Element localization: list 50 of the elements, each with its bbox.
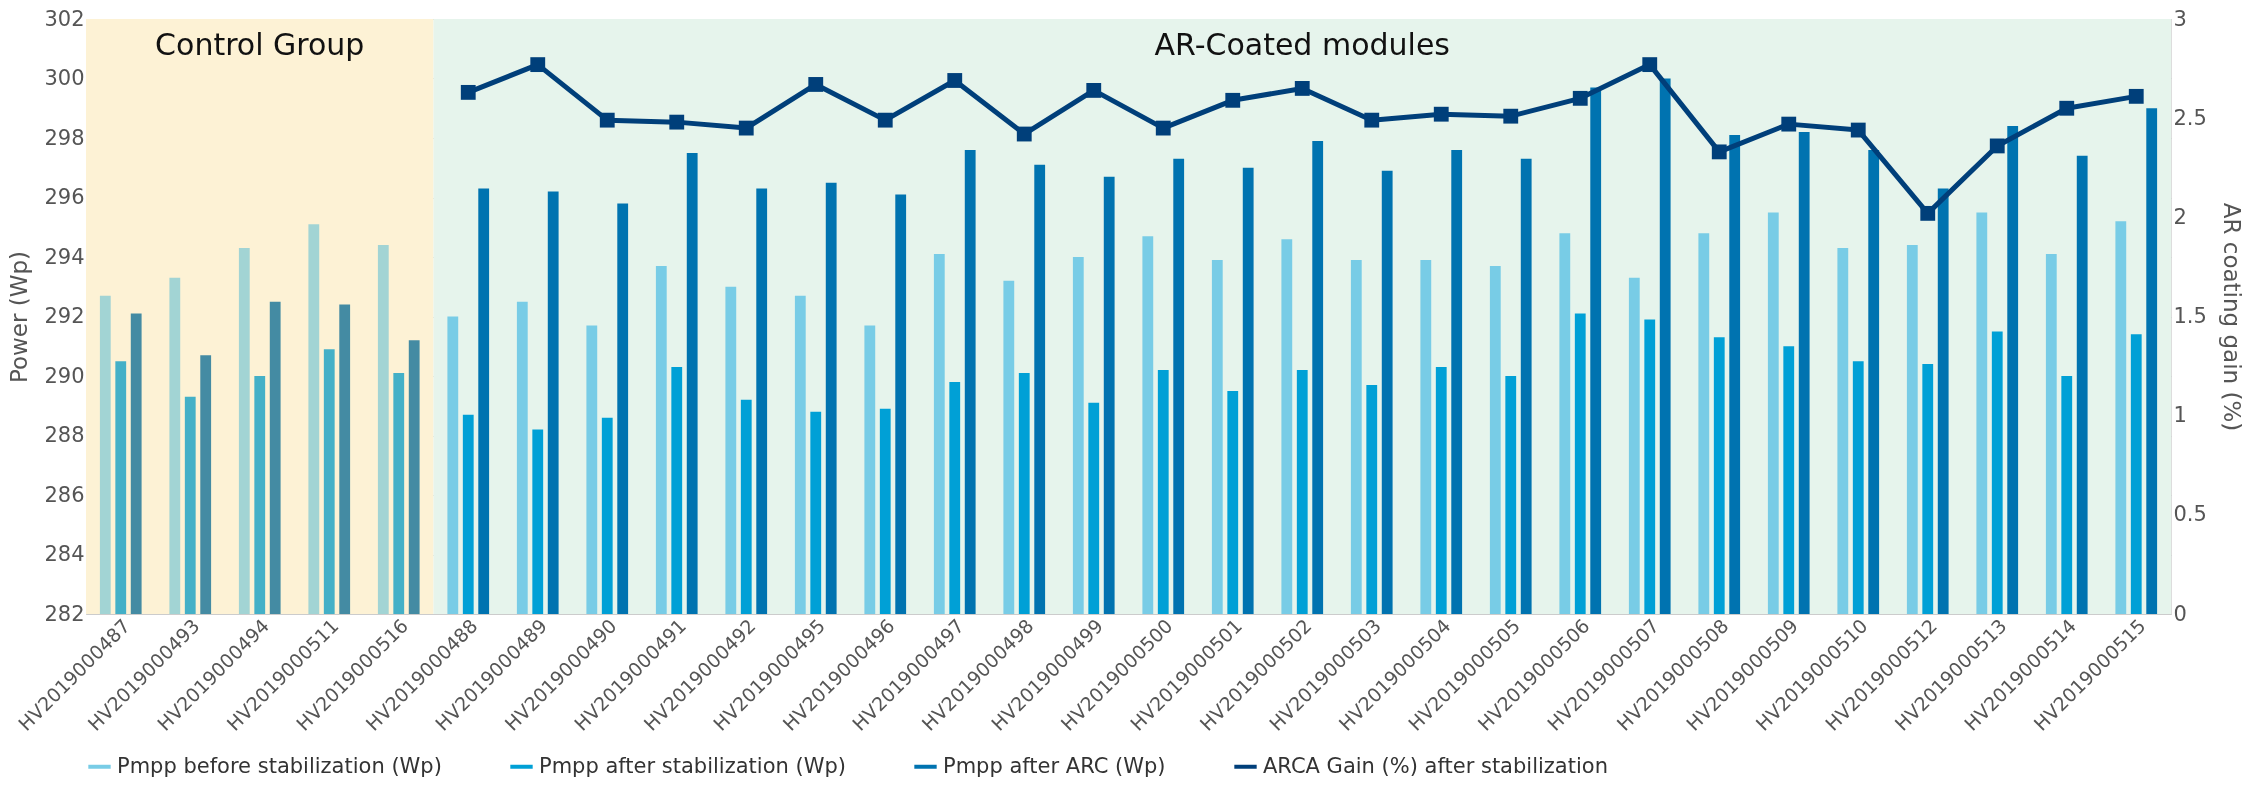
y2-tick-label: 1 bbox=[2173, 403, 2187, 428]
point bbox=[1920, 205, 1936, 221]
y2-tick-label: 2.5 bbox=[2173, 105, 2207, 130]
point bbox=[2059, 100, 2075, 116]
point bbox=[1364, 112, 1380, 128]
legend-label: Pmpp after ARC (Wp) bbox=[943, 753, 1166, 778]
point bbox=[877, 112, 893, 128]
point bbox=[1711, 144, 1727, 160]
y2-tick-label: 2 bbox=[2173, 204, 2187, 229]
y-tick-label: 294 bbox=[44, 244, 85, 269]
point bbox=[599, 112, 615, 128]
y-tick-label: 298 bbox=[44, 125, 85, 150]
y2-tick-label: 1.5 bbox=[2173, 304, 2207, 328]
y-tick-label: 286 bbox=[44, 482, 85, 507]
band-label: Control Group bbox=[155, 27, 365, 62]
point bbox=[460, 84, 476, 100]
point bbox=[2128, 88, 2144, 104]
point bbox=[530, 57, 546, 73]
y-tick-label: 302 bbox=[44, 6, 85, 31]
y-axis-title: Power (Wp) bbox=[6, 250, 33, 384]
legend-label: Pmpp before stabilization (Wp) bbox=[117, 753, 442, 778]
legend-label: Pmpp after stabilization (Wp) bbox=[539, 753, 846, 778]
point bbox=[1503, 108, 1519, 124]
y-tick-label: 292 bbox=[44, 304, 85, 328]
point bbox=[947, 73, 963, 88]
point bbox=[808, 77, 824, 92]
y-tick-label: 284 bbox=[44, 542, 85, 566]
point bbox=[1781, 116, 1797, 132]
point bbox=[1989, 138, 2005, 154]
y-tick-label: 290 bbox=[44, 363, 85, 388]
point bbox=[1572, 90, 1588, 106]
point bbox=[1225, 92, 1241, 108]
y2-tick-label: 0 bbox=[2173, 601, 2187, 626]
legend-label: ARCA Gain (%) after stabilization bbox=[1263, 753, 1608, 778]
point bbox=[738, 120, 754, 136]
point bbox=[1016, 126, 1032, 142]
y-tick-label: 288 bbox=[44, 423, 85, 447]
point bbox=[1294, 81, 1310, 96]
y-tick-label: 296 bbox=[44, 185, 85, 209]
point bbox=[1086, 82, 1102, 98]
y-tick-label: 300 bbox=[44, 66, 85, 90]
point bbox=[1642, 57, 1658, 73]
point bbox=[1850, 122, 1866, 138]
point bbox=[1433, 106, 1449, 122]
y2-tick-label: 0.5 bbox=[2173, 502, 2207, 527]
band-label: AR-Coated modules bbox=[1154, 27, 1451, 62]
y2-axis-title: AR coating gain (%) bbox=[2218, 202, 2245, 432]
point bbox=[669, 114, 685, 130]
y2-tick-label: 3 bbox=[2173, 6, 2187, 31]
point bbox=[1155, 120, 1171, 136]
